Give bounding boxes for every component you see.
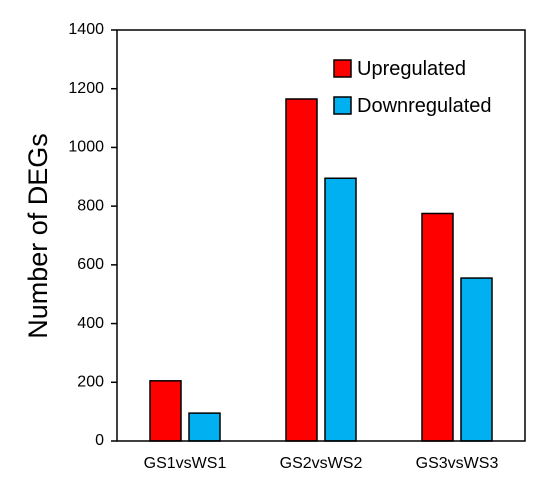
y-axis-label: Number of DEGs — [23, 133, 53, 339]
x-tick-label: GS2vsWS2 — [280, 455, 363, 472]
legend: Upregulated Downregulated — [333, 58, 492, 117]
plot-frame — [116, 29, 526, 442]
y-tick-label: 1000 — [68, 139, 104, 156]
bar-downregulated-gs2vsws2 — [324, 177, 357, 442]
x-tick-label: GS3vsWS3 — [416, 455, 499, 472]
bar-downregulated-gs1vsws1 — [188, 412, 221, 442]
x-labels-group: GS1vsWS1 GS2vsWS2 GS3vsWS3 — [144, 455, 499, 472]
legend-swatch-downregulated — [333, 96, 352, 115]
y-tick-label: 0 — [95, 432, 104, 449]
y-tick-label: 200 — [77, 374, 104, 391]
bar-upregulated-gs1vsws1 — [149, 380, 182, 442]
bars-group — [149, 98, 493, 442]
y-axis-title: Number of DEGs — [23, 133, 53, 339]
y-tick-label: 800 — [77, 197, 104, 214]
bar-upregulated-gs3vsws3 — [421, 212, 454, 442]
y-tick-label: 400 — [77, 315, 104, 332]
y-tick-label: 600 — [77, 256, 104, 273]
y-tick-label: 1200 — [68, 80, 104, 97]
legend-swatch-upregulated — [333, 59, 352, 78]
bar-downregulated-gs3vsws3 — [460, 277, 493, 442]
legend-label-upregulated: Upregulated — [357, 58, 466, 80]
x-tick-label: GS1vsWS1 — [144, 455, 227, 472]
y-tick-label: 1400 — [68, 21, 104, 38]
bar-upregulated-gs2vsws2 — [285, 98, 318, 442]
legend-label-downregulated: Downregulated — [357, 95, 492, 117]
y-ticks-group: 0 200 400 600 800 1000 1200 1400 — [68, 21, 117, 449]
